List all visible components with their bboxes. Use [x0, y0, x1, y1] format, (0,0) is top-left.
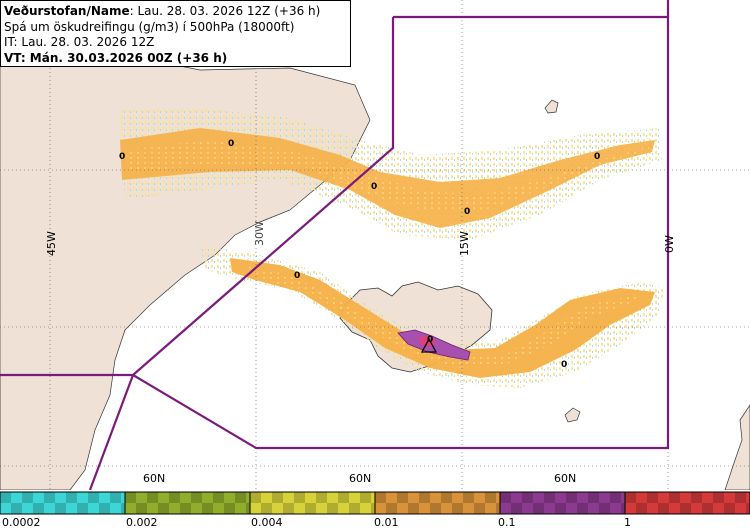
- contour-label: 0: [119, 152, 126, 162]
- lon-label-45w: 45W: [45, 231, 58, 256]
- ash-band-north-texture: [125, 140, 650, 212]
- lat-label-60n-1: 60N: [143, 472, 166, 485]
- forecast-description: Spá um öskudreifingu (g/m3) í 500hPa (18…: [4, 19, 295, 34]
- contour-label: 0: [294, 271, 301, 281]
- norway-landmass: [724, 404, 750, 490]
- legend-tick: 0.004: [251, 516, 283, 529]
- contour-label: 0: [228, 139, 235, 149]
- fir-boundary: [0, 0, 670, 490]
- product-name-label: Veðurstofan/Name: [4, 4, 130, 18]
- island: [564, 407, 581, 423]
- contour-label: 0: [427, 335, 434, 345]
- legend-tick: 0.0002: [2, 516, 41, 529]
- triangle-volcano-icon: [420, 337, 438, 353]
- lon-label-15w: 15W: [458, 231, 471, 256]
- ash-band-south-core: [230, 258, 655, 378]
- ash-dispersion-map: [0, 0, 750, 490]
- concentration-legend: [0, 491, 750, 515]
- issue-time: IT: Lau. 28. 03. 2026 12Z: [4, 35, 155, 49]
- legend-swatch: [0, 491, 126, 515]
- legend-tick: 1: [624, 516, 631, 529]
- lon-label-30w: 30W: [253, 221, 266, 246]
- forecast-info-box: Veðurstofan/Name: Lau. 28. 03. 2026 12Z …: [0, 0, 351, 67]
- ash-band-south-texture: [240, 265, 640, 368]
- legend-tick: 0.01: [374, 516, 399, 529]
- contour-label: 0: [464, 207, 471, 217]
- legend-swatch: [624, 491, 750, 515]
- legend-tick: 0.1: [498, 516, 516, 529]
- legend-swatch: [374, 491, 501, 515]
- legend-tick: 0.002: [126, 516, 158, 529]
- legend-swatch: [124, 491, 251, 515]
- lat-label-60n-2: 60N: [349, 472, 372, 485]
- product-run-time: : Lau. 28. 03. 2026 12Z (+36 h): [129, 4, 321, 18]
- legend-swatch: [499, 491, 626, 515]
- legend-swatch: [249, 491, 376, 515]
- lat-label-60n-3: 60N: [554, 472, 577, 485]
- island: [544, 99, 559, 114]
- lon-label-0w: 0W: [663, 235, 676, 253]
- contour-label: 0: [561, 360, 568, 370]
- contour-label: 0: [594, 152, 601, 162]
- contour-label: 0: [371, 182, 378, 192]
- valid-time: VT: Mán. 30.03.2026 00Z (+36 h): [4, 50, 228, 65]
- ash-high-concentration: [397, 329, 471, 361]
